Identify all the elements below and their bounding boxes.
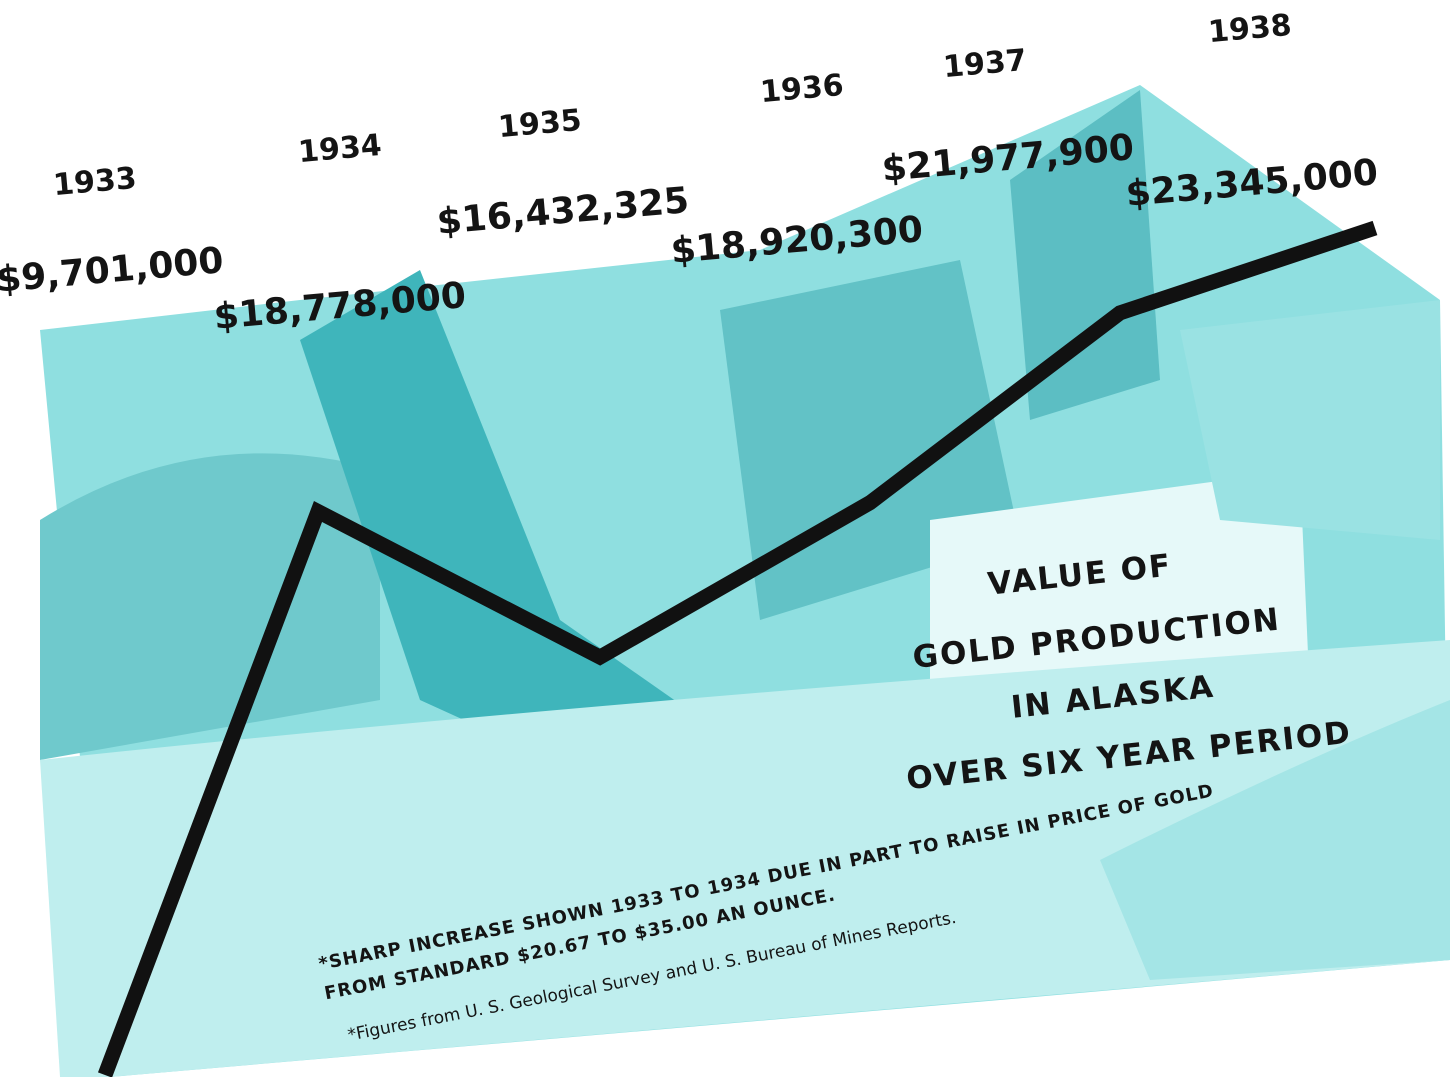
value-label: $9,701,000	[0, 240, 225, 301]
year-label: 1936	[759, 68, 845, 110]
year-label: 1934	[297, 128, 383, 170]
value-label: $16,432,325	[435, 180, 690, 243]
chart: 1933$9,701,0001934$18,778,0001935$16,432…	[0, 0, 1452, 1077]
year-label: 1938	[1207, 8, 1293, 50]
year-label: 1935	[497, 103, 583, 145]
year-label: 1933	[52, 161, 138, 203]
year-label: 1937	[942, 43, 1028, 85]
